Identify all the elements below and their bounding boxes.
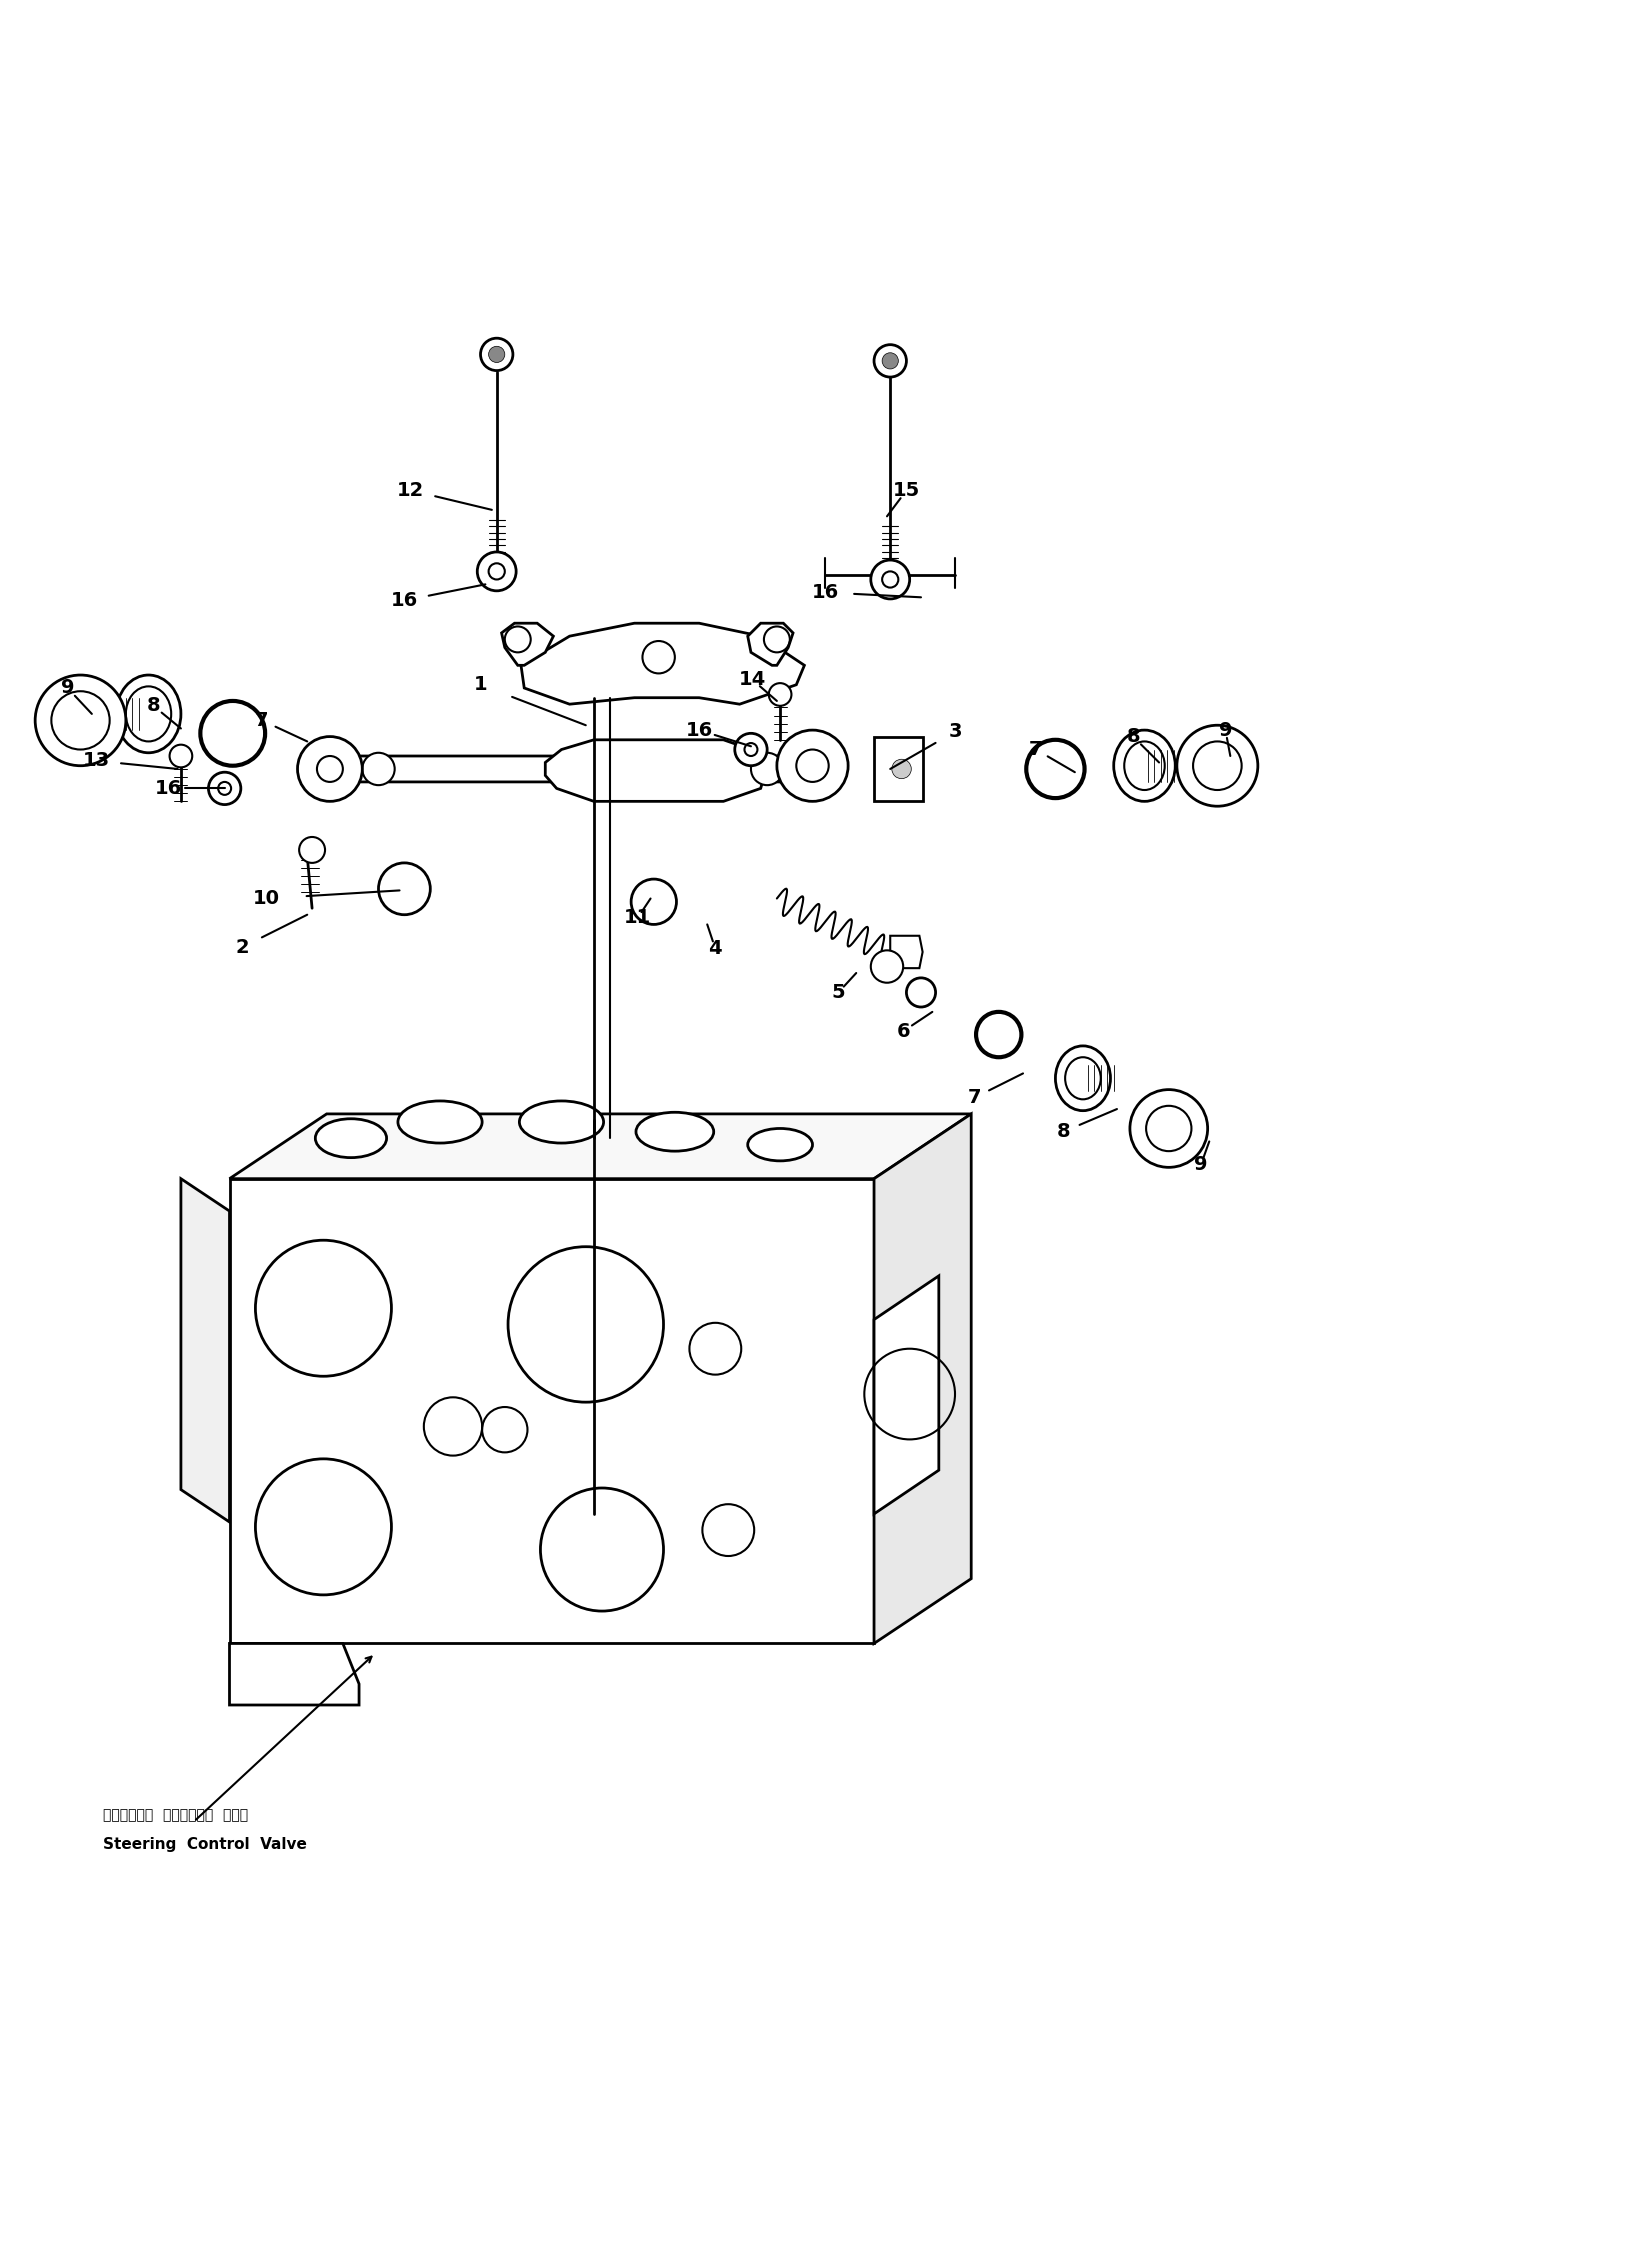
Ellipse shape — [635, 1113, 713, 1151]
Circle shape — [1129, 1091, 1207, 1167]
Circle shape — [744, 743, 757, 756]
Circle shape — [478, 552, 517, 590]
Bar — [874, 736, 923, 801]
Text: Steering  Control  Valve: Steering Control Valve — [102, 1838, 307, 1851]
Polygon shape — [891, 936, 923, 967]
Polygon shape — [874, 1277, 939, 1515]
Ellipse shape — [125, 687, 171, 741]
Circle shape — [481, 339, 514, 370]
Polygon shape — [546, 741, 767, 801]
Text: 7: 7 — [968, 1088, 982, 1106]
Ellipse shape — [1055, 1046, 1110, 1111]
Text: 7: 7 — [255, 711, 268, 729]
Text: 16: 16 — [812, 583, 838, 601]
Ellipse shape — [748, 1129, 812, 1160]
Circle shape — [734, 734, 767, 765]
Circle shape — [489, 346, 505, 364]
Text: 12: 12 — [396, 480, 424, 500]
Text: 5: 5 — [832, 983, 845, 1001]
Text: 14: 14 — [739, 671, 767, 689]
Text: 11: 11 — [624, 909, 652, 927]
Circle shape — [769, 682, 791, 707]
Polygon shape — [229, 1643, 359, 1705]
Text: 16: 16 — [154, 779, 182, 799]
Polygon shape — [748, 624, 793, 664]
Text: 10: 10 — [254, 889, 280, 909]
Circle shape — [892, 758, 912, 779]
Text: 15: 15 — [892, 480, 920, 500]
Text: 16: 16 — [686, 720, 713, 741]
Text: 8: 8 — [1126, 727, 1141, 745]
Circle shape — [882, 572, 899, 588]
Circle shape — [489, 563, 505, 579]
Polygon shape — [502, 624, 554, 664]
Text: 9: 9 — [60, 678, 75, 698]
Ellipse shape — [520, 1102, 603, 1142]
Text: 4: 4 — [708, 940, 722, 958]
Polygon shape — [522, 624, 804, 705]
Circle shape — [208, 772, 240, 806]
Circle shape — [36, 675, 125, 765]
Text: 1: 1 — [474, 675, 487, 693]
Circle shape — [299, 837, 325, 864]
Circle shape — [297, 736, 362, 801]
Circle shape — [777, 729, 848, 801]
Text: ステアリング  コントロール  バルブ: ステアリング コントロール バルブ — [102, 1809, 249, 1822]
Polygon shape — [229, 1113, 972, 1178]
Text: 16: 16 — [390, 590, 418, 610]
Circle shape — [871, 561, 910, 599]
Text: 3: 3 — [949, 723, 962, 741]
Ellipse shape — [1064, 1057, 1100, 1100]
Text: 13: 13 — [83, 752, 111, 770]
Ellipse shape — [315, 1120, 387, 1158]
Polygon shape — [229, 1178, 874, 1643]
Ellipse shape — [115, 675, 180, 752]
Text: 8: 8 — [1056, 1122, 1071, 1142]
Circle shape — [871, 951, 904, 983]
Circle shape — [751, 752, 783, 785]
Text: 6: 6 — [897, 1021, 910, 1041]
Polygon shape — [874, 1113, 972, 1643]
Circle shape — [874, 346, 907, 377]
Text: 7: 7 — [1029, 741, 1043, 758]
Circle shape — [362, 752, 395, 785]
Circle shape — [218, 781, 231, 794]
Text: 9: 9 — [1219, 720, 1232, 741]
Ellipse shape — [1113, 729, 1175, 801]
Polygon shape — [180, 1178, 229, 1521]
Circle shape — [1176, 725, 1258, 806]
Ellipse shape — [1124, 741, 1165, 790]
Ellipse shape — [398, 1102, 483, 1142]
Text: 8: 8 — [146, 696, 161, 716]
Polygon shape — [318, 756, 826, 781]
Text: 2: 2 — [236, 938, 249, 956]
Circle shape — [882, 352, 899, 368]
Text: 9: 9 — [1194, 1156, 1207, 1174]
Circle shape — [169, 745, 192, 767]
